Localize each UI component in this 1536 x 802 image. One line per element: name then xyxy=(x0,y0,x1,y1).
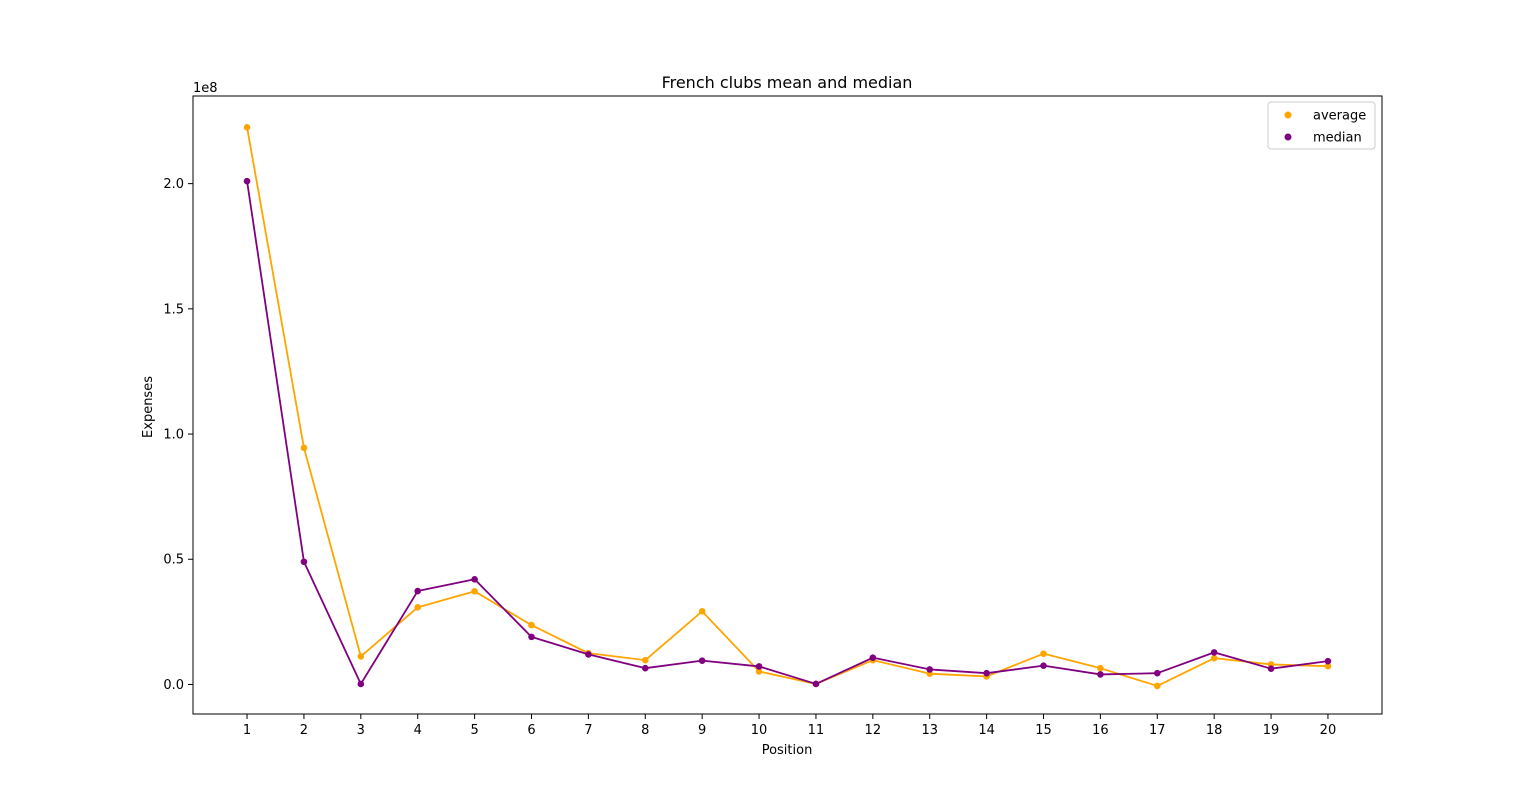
x-tick-label: 14 xyxy=(978,723,995,738)
x-tick-label: 19 xyxy=(1263,723,1280,738)
data-point-median xyxy=(528,633,535,641)
x-tick-label: 7 xyxy=(584,723,592,738)
x-tick-label: 6 xyxy=(527,723,535,738)
series-average xyxy=(243,124,1332,690)
data-point-median xyxy=(641,664,649,672)
data-point-median xyxy=(812,680,820,688)
data-point-median xyxy=(1040,662,1047,669)
data-point-median xyxy=(1324,657,1332,665)
y-scale-label: 1e8 xyxy=(193,81,218,96)
data-point-average xyxy=(1040,650,1047,657)
data-point-median xyxy=(243,177,251,185)
data-point-median xyxy=(1097,671,1104,678)
y-tick-label: 1.5 xyxy=(163,302,184,317)
data-point-median xyxy=(869,654,877,661)
plot-area-frame xyxy=(192,95,1383,715)
data-point-average xyxy=(1153,682,1161,690)
data-point-average xyxy=(1097,664,1104,672)
x-tick-label: 17 xyxy=(1149,723,1166,738)
x-tick-label: 3 xyxy=(357,723,365,738)
series-line-average xyxy=(246,127,1328,687)
data-point-average xyxy=(528,621,535,629)
x-tick-label: 5 xyxy=(470,723,478,738)
x-tick-label: 10 xyxy=(751,723,768,738)
data-point-median xyxy=(357,680,365,688)
data-point-median xyxy=(300,558,308,566)
x-tick-label: 11 xyxy=(808,723,825,738)
ticks-layer: 1 2 3 4 5 6 7 8 9 10 11 12 13 14 15 16 17 18 19 200.00.51.0… xyxy=(163,177,1336,738)
data-point-median xyxy=(755,663,763,670)
x-tick-label: 9 xyxy=(698,723,706,738)
legend: average median xyxy=(1267,101,1376,150)
x-tick-label: 8 xyxy=(641,723,649,738)
y-axis-label: Expenses xyxy=(141,376,156,438)
legend-label-average: average xyxy=(1313,109,1366,124)
x-tick-label: 13 xyxy=(921,723,938,738)
series-layer xyxy=(243,124,1332,690)
y-tick-label: 0.5 xyxy=(163,553,184,568)
series-median xyxy=(243,177,1332,688)
data-point-average xyxy=(300,444,308,452)
data-point-median xyxy=(585,651,592,658)
data-point-median xyxy=(1210,649,1218,656)
x-tick-label: 2 xyxy=(300,723,308,738)
y-tick-label: 2.0 xyxy=(163,177,184,192)
y-tick-label: 1.0 xyxy=(163,428,184,443)
data-point-average xyxy=(243,124,251,131)
x-tick-label: 18 xyxy=(1206,723,1223,738)
x-tick-label: 12 xyxy=(865,723,882,738)
x-axis-label: Position xyxy=(762,743,813,758)
legend-marker-average xyxy=(1284,111,1292,119)
x-tick-label: 20 xyxy=(1320,723,1337,738)
legend-box xyxy=(1267,101,1376,150)
x-tick-label: 1 xyxy=(243,723,251,738)
data-point-average xyxy=(755,668,763,675)
data-point-median xyxy=(471,575,478,583)
chart-title: French clubs mean and median xyxy=(662,73,913,92)
data-point-median xyxy=(983,669,990,677)
data-point-median xyxy=(1267,665,1275,672)
data-point-average xyxy=(1210,654,1218,662)
x-tick-label: 15 xyxy=(1035,723,1052,738)
data-point-median xyxy=(1153,669,1161,677)
data-point-average xyxy=(357,653,365,660)
legend-label-median: median xyxy=(1313,131,1362,146)
data-point-average xyxy=(471,588,478,595)
data-point-average xyxy=(414,604,422,611)
series-line-median xyxy=(246,181,1329,685)
data-point-median xyxy=(414,587,422,595)
data-point-median xyxy=(698,657,706,664)
legend-marker-median xyxy=(1284,133,1292,141)
data-point-median xyxy=(926,666,934,673)
data-point-average xyxy=(1324,662,1332,670)
x-tick-label: 16 xyxy=(1092,723,1109,738)
x-tick-label: 4 xyxy=(414,723,422,738)
data-point-average xyxy=(641,656,649,664)
data-point-average xyxy=(698,608,706,615)
y-tick-label: 0.0 xyxy=(163,678,184,693)
